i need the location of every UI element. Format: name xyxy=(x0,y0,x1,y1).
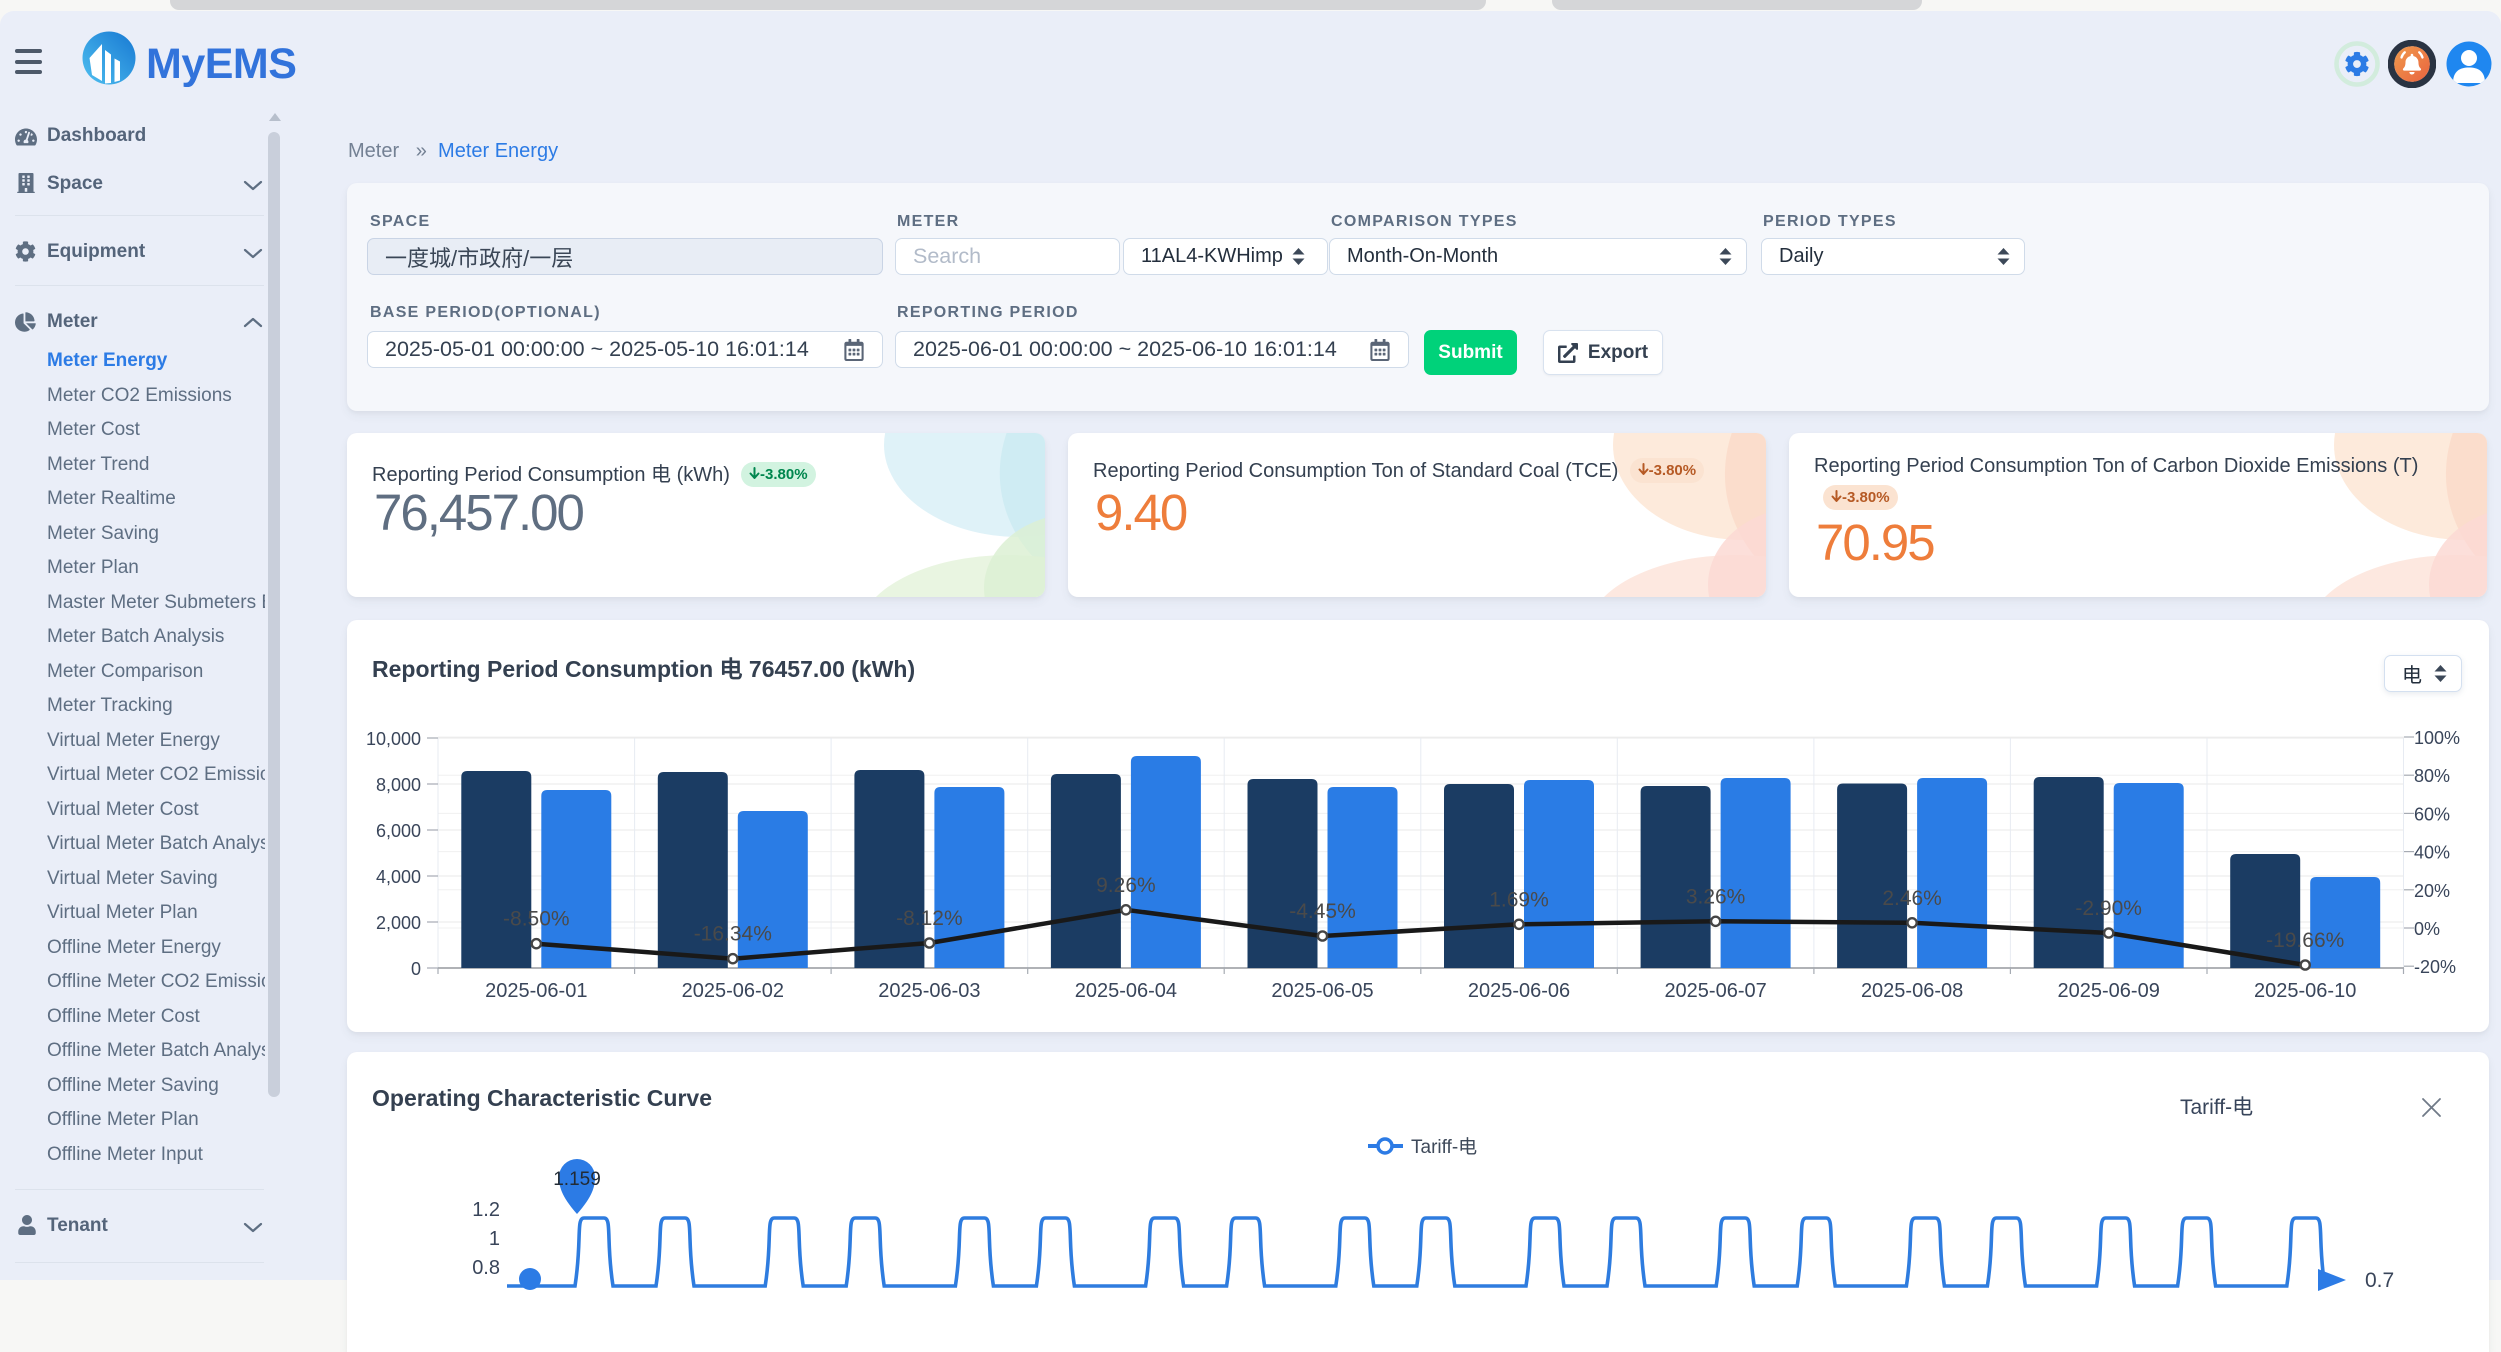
svg-text:Tariff-电: Tariff-电 xyxy=(2180,1096,2253,1119)
svg-text:1: 1 xyxy=(489,1228,500,1250)
svg-text:0: 0 xyxy=(411,959,421,979)
svg-text:2,000: 2,000 xyxy=(376,913,421,933)
svg-text:2025-06-09: 2025-06-09 xyxy=(2058,980,2160,1002)
svg-text:2025-06-02: 2025-06-02 xyxy=(682,980,784,1002)
svg-text:60%: 60% xyxy=(2414,804,2450,824)
svg-text:40%: 40% xyxy=(2414,843,2450,863)
svg-text:8,000: 8,000 xyxy=(376,775,421,795)
svg-text:0.8: 0.8 xyxy=(472,1257,500,1279)
svg-text:80%: 80% xyxy=(2414,766,2450,786)
svg-text:0.7: 0.7 xyxy=(2365,1269,2394,1292)
svg-text:100%: 100% xyxy=(2414,728,2460,748)
svg-text:10,000: 10,000 xyxy=(366,729,421,749)
svg-text:1.2: 1.2 xyxy=(472,1199,500,1221)
svg-text:2025-06-08: 2025-06-08 xyxy=(1861,980,1963,1002)
svg-text:-19.66%: -19.66% xyxy=(2266,929,2344,952)
svg-text:2025-06-07: 2025-06-07 xyxy=(1664,980,1766,1002)
svg-text:-20%: -20% xyxy=(2414,957,2456,977)
svg-text:2025-06-03: 2025-06-03 xyxy=(878,980,980,1002)
svg-text:2025-06-01: 2025-06-01 xyxy=(485,980,587,1002)
svg-text:2025-06-05: 2025-06-05 xyxy=(1271,980,1373,1002)
svg-text:2025-06-10: 2025-06-10 xyxy=(2254,980,2356,1002)
svg-text:0%: 0% xyxy=(2414,919,2440,939)
svg-text:2.46%: 2.46% xyxy=(1882,887,1942,910)
svg-text:4,000: 4,000 xyxy=(376,867,421,887)
svg-text:6,000: 6,000 xyxy=(376,821,421,841)
svg-text:-4.45%: -4.45% xyxy=(1289,900,1356,923)
svg-text:1.159: 1.159 xyxy=(553,1169,601,1190)
svg-text:20%: 20% xyxy=(2414,881,2450,901)
svg-text:-2.90%: -2.90% xyxy=(2075,897,2142,920)
svg-text:3.26%: 3.26% xyxy=(1686,885,1746,908)
svg-text:1.69%: 1.69% xyxy=(1489,888,1549,911)
svg-text:9.26%: 9.26% xyxy=(1096,874,1156,897)
svg-text:2025-06-06: 2025-06-06 xyxy=(1468,980,1570,1002)
svg-text:-8.50%: -8.50% xyxy=(503,908,570,931)
svg-text:-16.34%: -16.34% xyxy=(694,923,772,946)
svg-text:Tariff-电: Tariff-电 xyxy=(1411,1136,1477,1158)
svg-text:2025-06-04: 2025-06-04 xyxy=(1075,980,1177,1002)
svg-text:-8.12%: -8.12% xyxy=(896,907,963,930)
